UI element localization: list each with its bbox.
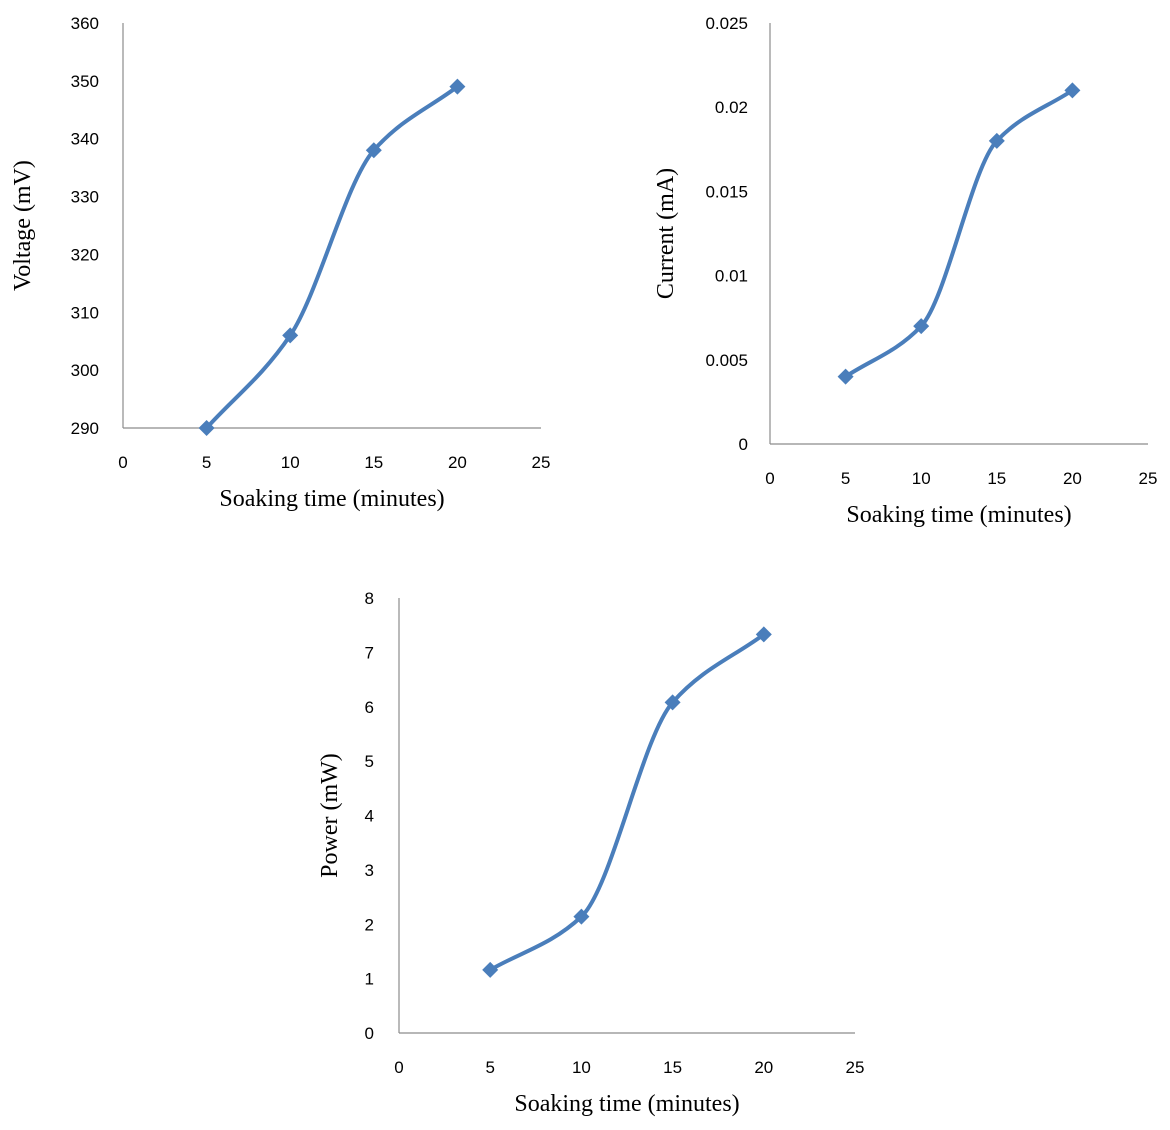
y-tick-label: 0.02 [715, 98, 748, 117]
y-tick-label: 290 [71, 419, 99, 438]
y-axis-title: Current (mA) [653, 168, 679, 299]
series-line [488, 632, 766, 972]
x-axis-title: Soaking time (minutes) [514, 1091, 739, 1117]
y-tick-label: 3 [365, 861, 374, 880]
y-tick-label: 0.01 [715, 267, 748, 286]
y-tick-label: 320 [71, 245, 99, 264]
y-tick-label: 0 [365, 1024, 374, 1043]
y-axis-title: Voltage (mV) [10, 160, 36, 291]
x-tick-label: 15 [364, 453, 383, 472]
x-tick-label: 25 [846, 1058, 865, 1077]
y-tick-label: 8 [365, 589, 374, 608]
y-tick-label: 0.005 [705, 351, 748, 370]
y-tick-label: 6 [365, 698, 374, 717]
data-point [988, 132, 1005, 149]
x-tick-label: 0 [765, 469, 774, 488]
x-tick-label: 20 [1063, 469, 1082, 488]
data-point [755, 626, 772, 643]
y-tick-label: 0.015 [705, 182, 748, 201]
y-tick-label: 1 [365, 970, 374, 989]
data-point [664, 694, 681, 711]
x-tick-label: 15 [663, 1058, 682, 1077]
y-tick-label: 350 [71, 72, 99, 91]
y-tick-label: 310 [71, 303, 99, 322]
data-point [365, 142, 382, 159]
chart-2: 0 0.005 0.01 0.015 0.02 0.025 0 5 10 15 20 25 Soakin… [653, 14, 1157, 528]
x-tick-label: 0 [118, 453, 127, 472]
x-tick-label: 15 [987, 469, 1006, 488]
y-tick-label: 300 [71, 361, 99, 380]
series-line [204, 84, 460, 430]
y-tick-label: 7 [365, 643, 374, 662]
data-point [837, 368, 854, 385]
y-tick-label: 330 [71, 188, 99, 207]
y-tick-label: 2 [365, 915, 374, 934]
x-tick-label: 5 [202, 453, 211, 472]
y-tick-label: 4 [365, 807, 374, 826]
data-point [482, 961, 499, 978]
data-point [282, 327, 299, 344]
x-tick-label: 10 [572, 1058, 591, 1077]
data-point [1064, 82, 1081, 99]
chart-3: 0 1 2 3 4 5 6 7 8 0 5 10 15 20 25 Soaking time (minutes… [317, 589, 864, 1117]
y-tick-label: 0.025 [705, 14, 748, 33]
data-point [449, 78, 466, 95]
x-tick-label: 20 [754, 1058, 773, 1077]
x-tick-label: 10 [281, 453, 300, 472]
data-point [913, 318, 930, 335]
data-point [198, 420, 215, 436]
x-tick-label: 20 [448, 453, 467, 472]
series-line [843, 88, 1075, 379]
x-tick-label: 25 [1139, 469, 1158, 488]
x-tick-label: 5 [485, 1058, 494, 1077]
x-axis-title: Soaking time (minutes) [846, 502, 1071, 528]
y-tick-label: 0 [739, 435, 748, 454]
data-point [573, 908, 590, 925]
x-tick-label: 0 [394, 1058, 403, 1077]
x-tick-label: 25 [532, 453, 551, 472]
x-tick-label: 5 [841, 469, 850, 488]
y-tick-label: 360 [71, 14, 99, 33]
chart-1: 290 300 310 320 330 340 350 360 0 5 10 15 20 25 Soakin… [10, 14, 550, 512]
x-axis-title: Soaking time (minutes) [219, 486, 444, 512]
y-tick-label: 5 [365, 752, 374, 771]
y-axis-title: Power (mW) [317, 753, 343, 878]
y-tick-label: 340 [71, 130, 99, 149]
x-tick-label: 10 [912, 469, 931, 488]
